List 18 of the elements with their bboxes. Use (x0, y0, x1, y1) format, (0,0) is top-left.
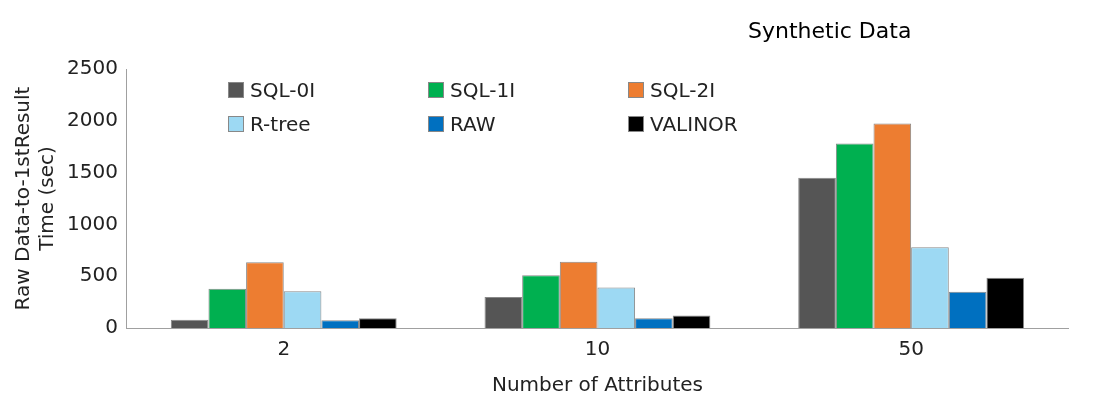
y-tick-label: 0 (105, 314, 118, 339)
y-tick-label: 2000 (66, 107, 118, 131)
legend-label: SQL-0I (250, 78, 316, 102)
legend-label: SQL-1I (450, 78, 516, 102)
y-axis-title: Raw Data-to-1stResult Time (sec) (10, 86, 59, 311)
legend-label: SQL-2I (650, 78, 716, 102)
x-tick-label: 50 (898, 336, 924, 361)
x-tick-label: 2 (277, 336, 291, 361)
y-tick-label: 500 (79, 262, 118, 287)
legend-label: R-tree (250, 112, 311, 136)
legend-label: VALINOR (650, 112, 738, 136)
x-tick-label: 10 (584, 336, 611, 361)
y-tick-label: 1000 (66, 210, 118, 235)
x-axis-title: Number of Attributes (491, 372, 703, 397)
legend-label: RAW (450, 112, 496, 136)
chart-title: Synthetic Data (747, 17, 913, 45)
y-tick-label: 2500 (66, 55, 118, 80)
y-tick-label: 1500 (66, 158, 118, 183)
